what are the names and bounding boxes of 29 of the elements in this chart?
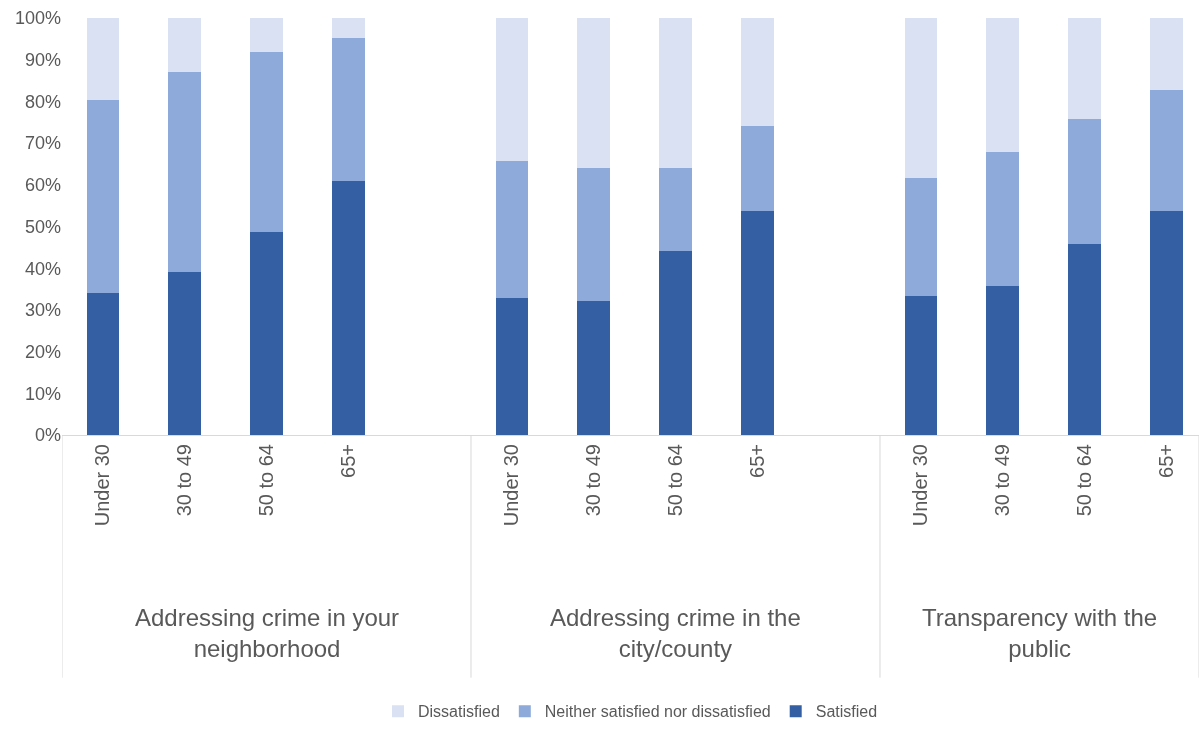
x-tick-label: Under 30 xyxy=(909,444,932,527)
y-tick-label: 100% xyxy=(14,8,61,29)
y-tick-label: 90% xyxy=(24,50,61,70)
x-tick-label: 65+ xyxy=(1154,444,1177,478)
y-tick-label: 80% xyxy=(24,91,61,112)
y-tick-label: 50% xyxy=(24,216,61,237)
y-tick-label: 0% xyxy=(34,425,61,446)
x-tick-label: 50 to 64 xyxy=(1072,444,1095,517)
x-tick-label: 30 to 49 xyxy=(582,444,605,517)
x-tick-label: 65+ xyxy=(745,444,768,478)
x-tick-label: Under 30 xyxy=(91,444,114,527)
x-tick-label: 30 to 49 xyxy=(173,444,196,517)
x-tick-label: Under 30 xyxy=(500,444,523,527)
y-tick-label: 20% xyxy=(24,341,61,362)
y-tick-label: 40% xyxy=(24,258,61,279)
legend-label: Satisfied xyxy=(815,703,878,721)
legend-label: Dissatisfied xyxy=(418,703,500,721)
y-tick-label: 30% xyxy=(24,300,61,321)
x-tick-label: 50 to 64 xyxy=(255,444,277,517)
y-tick-label: 10% xyxy=(24,383,61,404)
text: Addressing crime in the city/county xyxy=(550,604,801,663)
y-tick-label: 70% xyxy=(24,133,61,154)
y-tick-label: 60% xyxy=(24,175,61,196)
legend-label: Neither satisfied nor dissatisfied xyxy=(544,703,771,721)
x-tick-label: 65+ xyxy=(336,444,359,478)
text: Transparency with the public xyxy=(922,604,1158,663)
x-tick-label: 30 to 49 xyxy=(991,444,1014,517)
x-tick-label: 50 to 64 xyxy=(663,444,686,517)
text: Addressing crime in your neighborhood xyxy=(135,604,400,663)
